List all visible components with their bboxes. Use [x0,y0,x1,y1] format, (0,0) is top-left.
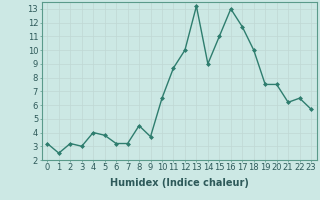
X-axis label: Humidex (Indice chaleur): Humidex (Indice chaleur) [110,178,249,188]
